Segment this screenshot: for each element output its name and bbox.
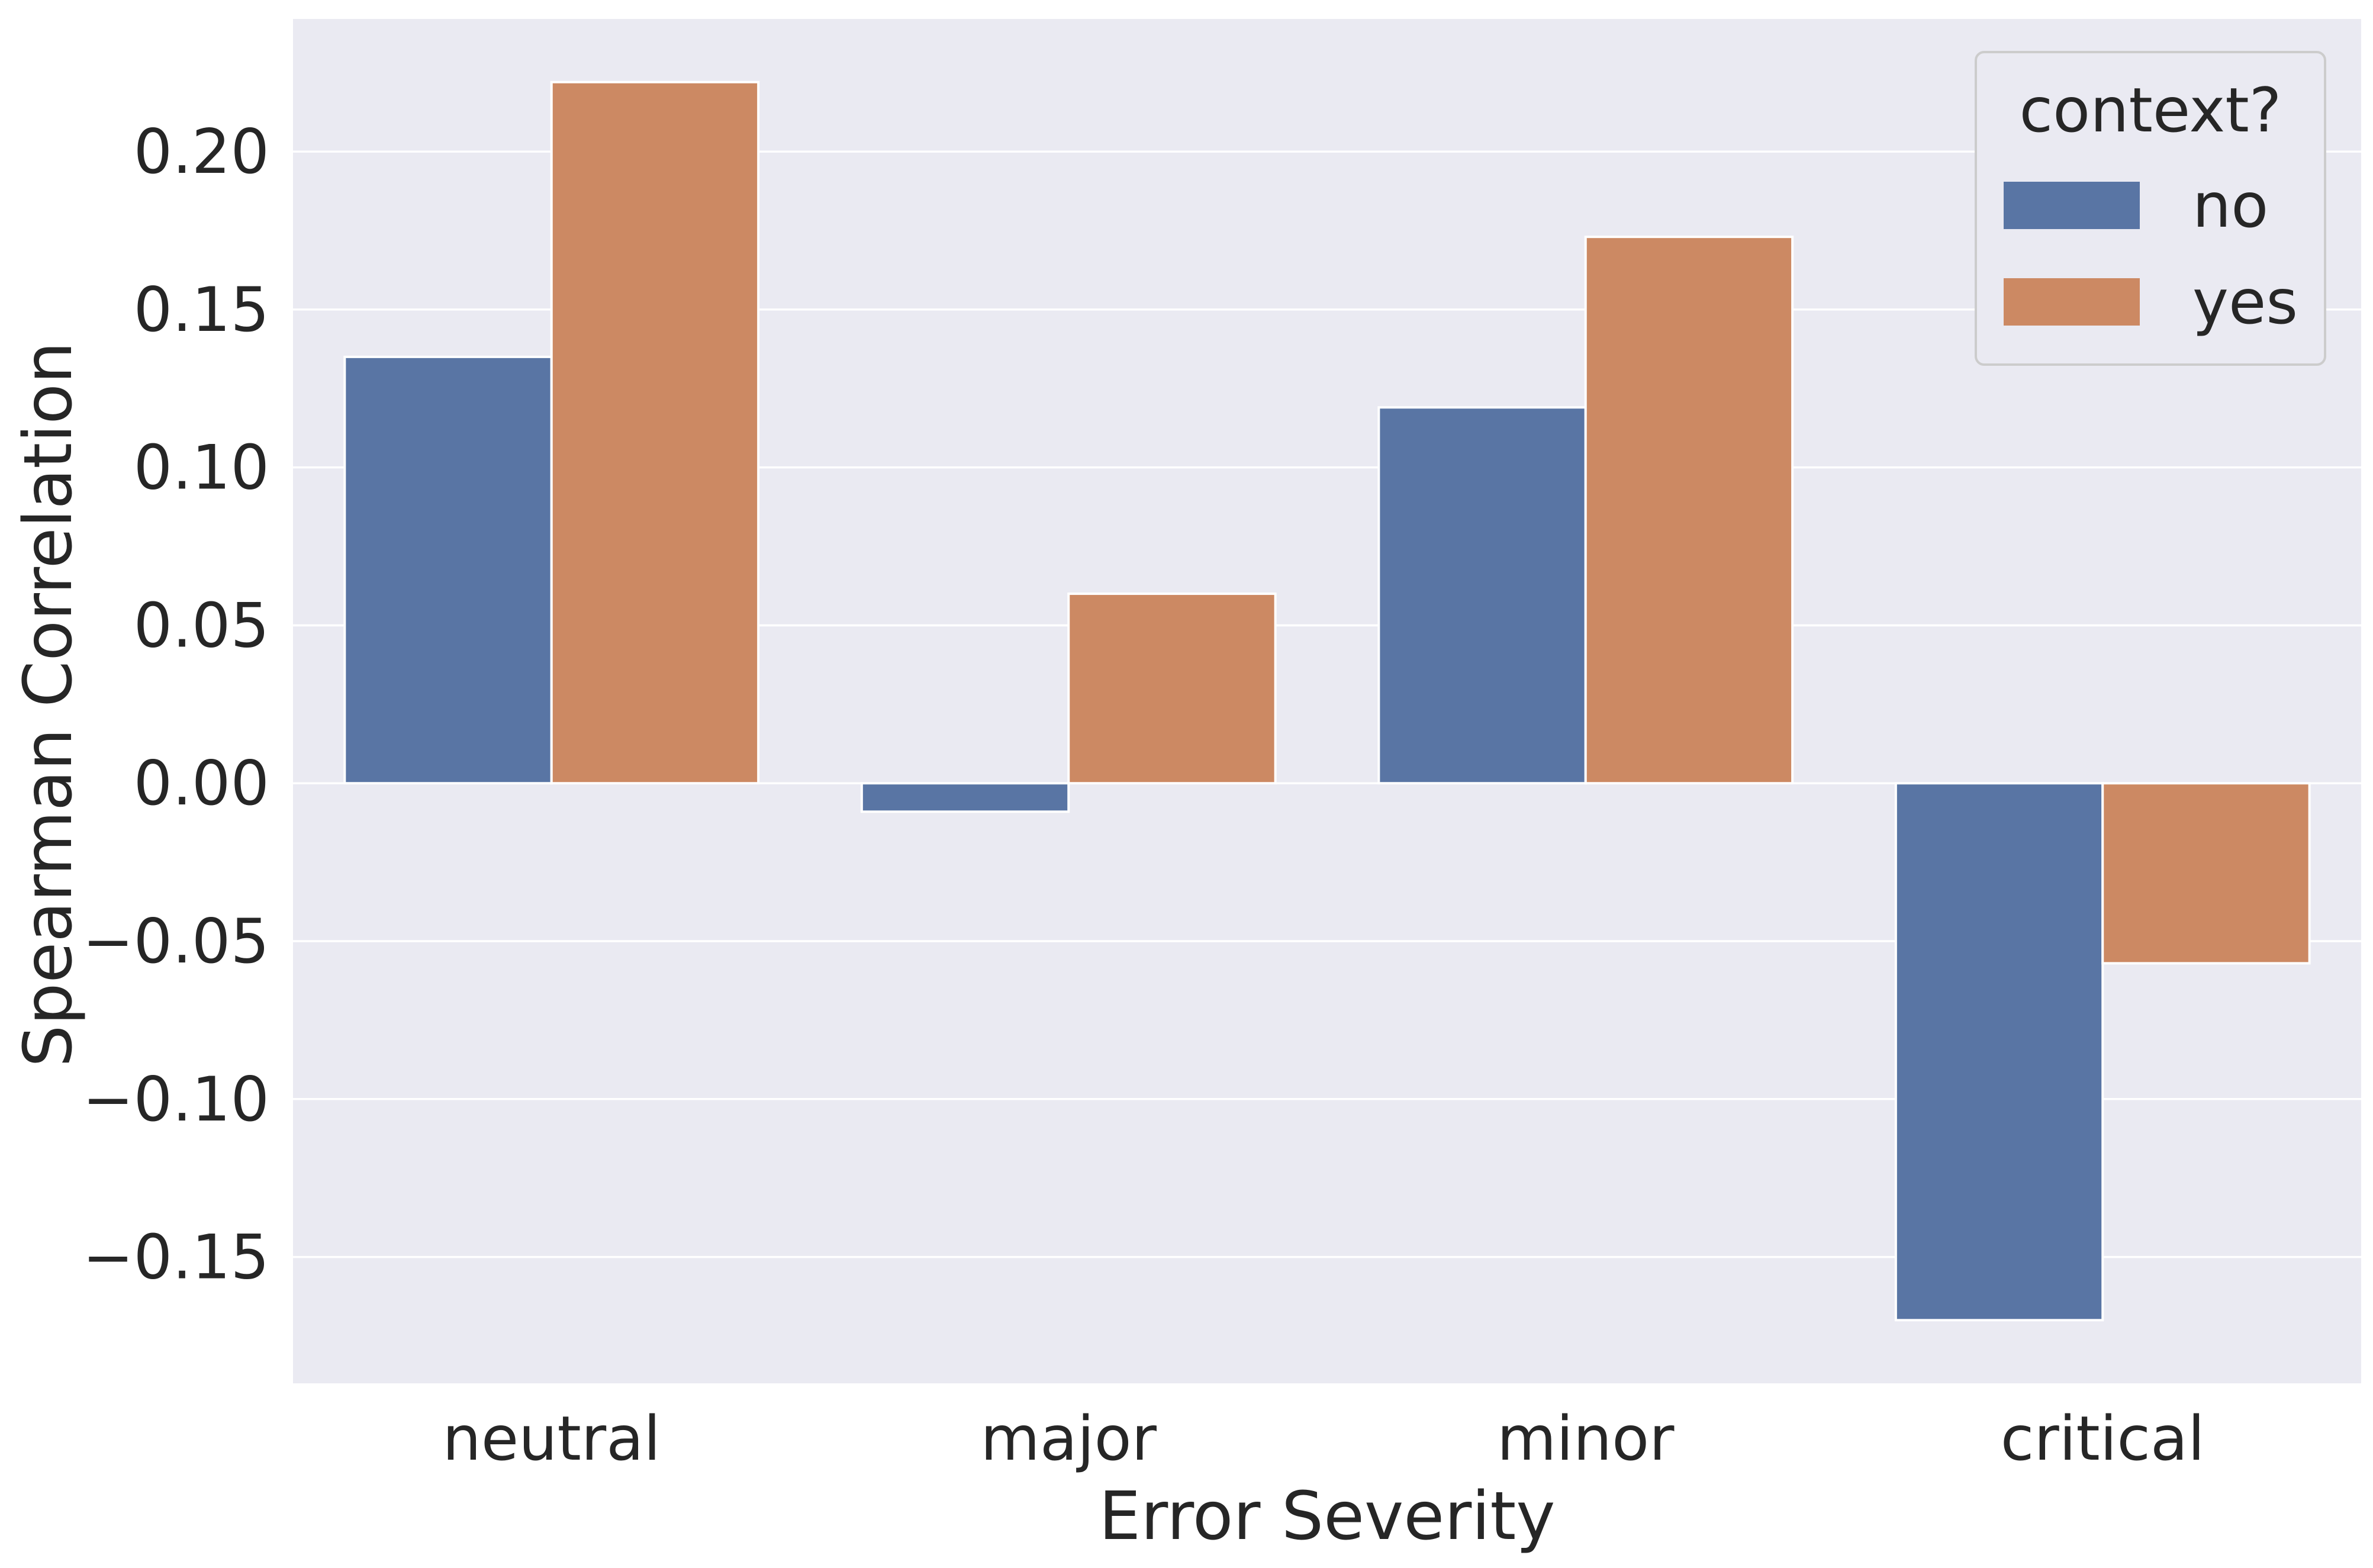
- bar-yes-critical: [2101, 782, 2311, 965]
- bar-yes-major: [1067, 593, 1277, 785]
- x-tick-label: neutral: [443, 1403, 661, 1474]
- y-tick-label: 0.20: [134, 117, 269, 188]
- bars: [343, 81, 2311, 1322]
- bar-yes-minor: [1584, 236, 1794, 785]
- x-tick-label: minor: [1497, 1403, 1675, 1474]
- legend-swatch-no: [2004, 182, 2140, 229]
- x-tick-label: major: [981, 1403, 1157, 1474]
- bar-no-major: [860, 782, 1070, 813]
- legend-label-yes: yes: [2192, 267, 2298, 338]
- y-tick-label: −0.10: [82, 1064, 269, 1135]
- bar-no-critical: [1894, 782, 2104, 1322]
- y-axis-label: Spearman Correlation: [10, 342, 87, 1067]
- legend: context? no yes: [1975, 51, 2326, 366]
- bar-yes-neutral: [550, 81, 760, 785]
- x-axis-label: Error Severity: [1099, 1478, 1555, 1555]
- y-tick-labels: −0.15 −0.10 −0.05 0.00 0.05 0.10 0.15 0.20: [82, 117, 269, 1293]
- y-tick-label: 0.00: [134, 748, 269, 819]
- y-tick-label: −0.05: [82, 906, 269, 977]
- x-tick-labels: neutral major minor critical: [443, 1403, 2205, 1474]
- x-tick-label: critical: [2001, 1403, 2205, 1474]
- y-tick-label: −0.15: [82, 1222, 269, 1293]
- bar-no-neutral: [343, 355, 553, 785]
- y-tick-label: 0.10: [134, 433, 269, 504]
- y-tick-label: 0.05: [134, 590, 269, 661]
- legend-swatch-yes: [2004, 278, 2140, 326]
- bar-no-minor: [1377, 406, 1587, 785]
- y-tick-label: 0.15: [134, 275, 269, 346]
- legend-title: context?: [2020, 75, 2282, 146]
- legend-label-no: no: [2192, 170, 2268, 242]
